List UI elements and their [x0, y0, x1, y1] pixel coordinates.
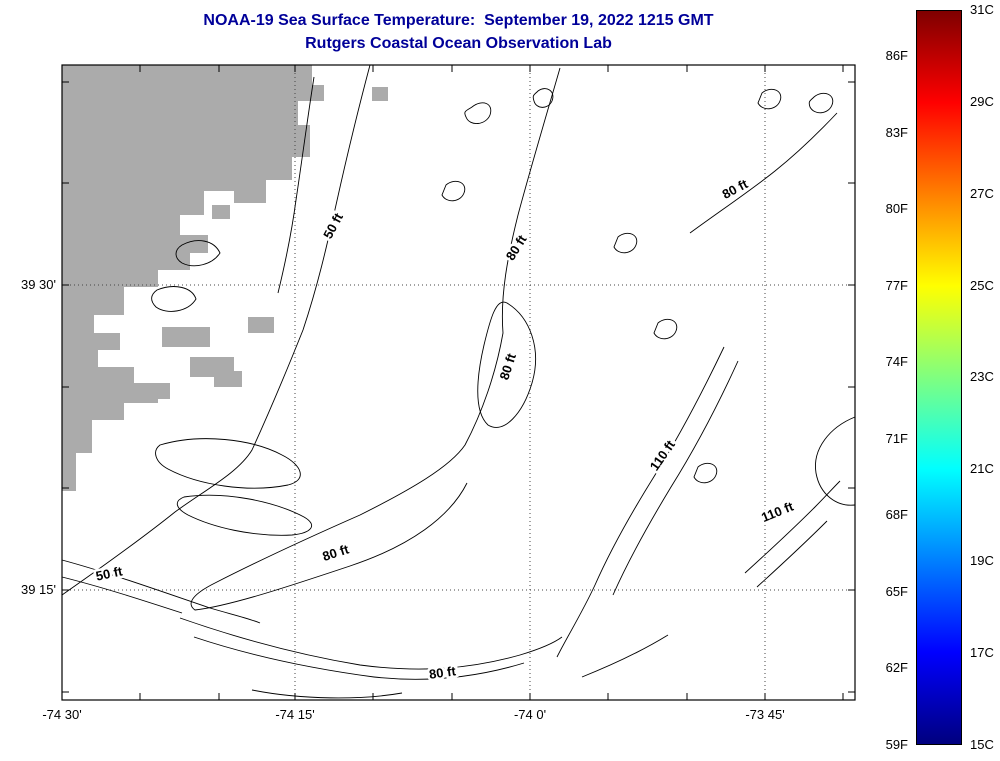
colorbar-celsius-label: 31C: [970, 2, 994, 17]
x-axis-tick-label: -74 15': [275, 707, 315, 722]
colorbar-celsius-label: 29C: [970, 94, 994, 109]
colorbar-fahrenheit-label: 62F: [885, 660, 908, 675]
figure-subtitle: Rutgers Coastal Ocean Observation Lab: [305, 35, 612, 52]
figure-title: NOAA-19 Sea Surface Temperature: Septemb…: [203, 12, 714, 29]
colorbar-gradient: [916, 10, 962, 745]
colorbar-fahrenheit-label: 86F: [885, 48, 908, 63]
colorbar-celsius-label: 21C: [970, 461, 994, 476]
y-axis-tick-label: 39 15': [20, 582, 56, 597]
colorbar-fahrenheit-label: 77F: [885, 278, 908, 293]
x-axis-tick-label: -74 30': [42, 707, 82, 722]
colorbar-fahrenheit-label: 59F: [885, 737, 908, 752]
colorbar-fahrenheit-label: 68F: [885, 507, 908, 522]
x-axis-tick-label: -73 45': [745, 707, 785, 722]
y-axis-tick-label: 39 30': [20, 277, 56, 292]
plot-border: [61, 64, 856, 701]
x-axis-tick-label: -74 0': [513, 707, 547, 722]
colorbar-celsius-label: 23C: [970, 369, 994, 384]
colorbar-celsius-label: 25C: [970, 278, 994, 293]
contour-depth-label: 80 ft: [428, 663, 457, 682]
grid-lines: [62, 65, 855, 700]
colorbar-celsius-label: 15C: [970, 737, 994, 752]
colorbar-celsius-label: 19C: [970, 553, 994, 568]
colorbar-fahrenheit-label: 74F: [885, 354, 908, 369]
colorbar-fahrenheit-label: 65F: [885, 584, 908, 599]
colorbar-celsius-label: 17C: [970, 645, 994, 660]
colorbar-fahrenheit-label: 80F: [885, 201, 908, 216]
colorbar-fahrenheit-label: 71F: [885, 431, 908, 446]
colorbar-fahrenheit-label: 83F: [885, 125, 908, 140]
land-mask: [62, 65, 388, 491]
colorbar-celsius-label: 27C: [970, 186, 994, 201]
depth-contours: [61, 64, 856, 699]
